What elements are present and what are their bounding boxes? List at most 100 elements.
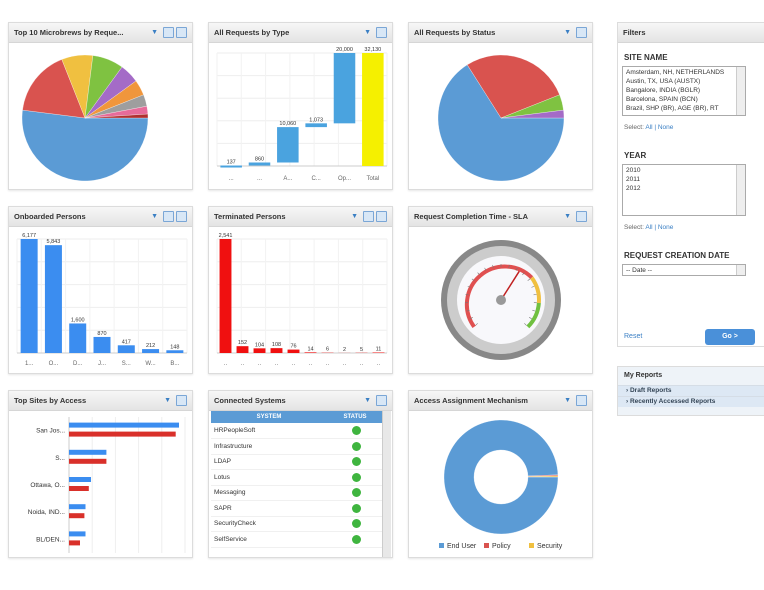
select-all-none-link[interactable]: All | None: [645, 124, 674, 131]
export-icon[interactable]: [376, 395, 387, 406]
table-row[interactable]: HRPeopleSoft: [211, 423, 383, 439]
x-tick-label: ..: [258, 361, 262, 367]
scrollbar[interactable]: [382, 411, 391, 557]
list-option[interactable]: 2012: [626, 185, 641, 192]
list-option[interactable]: 2011: [626, 176, 640, 183]
export-icon[interactable]: [576, 27, 587, 38]
chevron-down-icon[interactable]: ▼: [351, 213, 358, 220]
table-row[interactable]: SelfService: [211, 531, 383, 548]
maximize-icon[interactable]: [176, 211, 187, 222]
pie-chart: [437, 54, 565, 182]
data-label: 1,073: [309, 117, 323, 123]
status-ok-icon: [352, 457, 361, 467]
export-icon[interactable]: [363, 211, 374, 222]
chevron-down-icon[interactable]: [736, 265, 745, 275]
list-option[interactable]: Bangalore, INDIA (BGLR): [626, 87, 701, 94]
chevron-down-icon[interactable]: ▼: [564, 397, 571, 404]
year-listbox[interactable]: 2010 2011 2012: [622, 164, 746, 216]
x-tick-label: ..: [326, 361, 330, 367]
data-label: 148: [170, 344, 179, 350]
list-option[interactable]: 2010: [626, 167, 641, 174]
x-tick-label: J...: [98, 361, 106, 367]
pie-slice: [84, 113, 149, 119]
report-label: Draft Reports: [629, 387, 672, 394]
export-icon[interactable]: [576, 395, 587, 406]
table-row[interactable]: LDAP: [211, 454, 383, 470]
gauge-tick: [515, 267, 518, 271]
list-option[interactable]: Amsterdam, NH, NETHERLANDS: [626, 69, 725, 76]
reset-link[interactable]: Reset: [624, 333, 643, 340]
my-reports-panel: My Reports › Draft Reports › Recently Ac…: [617, 366, 764, 416]
maximize-icon[interactable]: [176, 27, 187, 38]
chevron-down-icon[interactable]: ▼: [364, 397, 371, 404]
table-row[interactable]: Lotus: [211, 469, 383, 486]
system-name: SAPR: [211, 500, 327, 517]
bar: [362, 53, 384, 166]
x-tick-label: ..: [292, 361, 296, 367]
table-row[interactable]: Messaging: [211, 485, 383, 501]
column-header[interactable]: STATUS: [327, 411, 383, 423]
bar: [248, 162, 271, 166]
data-label: 870: [97, 331, 106, 337]
system-name: Lotus: [211, 469, 327, 486]
list-option[interactable]: Brazil, SHP (BR), AGE (BR), RT: [626, 105, 719, 112]
site-name-listbox[interactable]: Amsterdam, NH, NETHERLANDS Austin, TX, US…: [622, 66, 746, 116]
export-icon[interactable]: [163, 27, 174, 38]
x-tick-label: ..: [360, 361, 364, 367]
data-label: 6: [326, 347, 329, 353]
status-cell: [327, 438, 383, 455]
system-name: HRPeopleSoft: [211, 423, 327, 439]
report-draft[interactable]: › Draft Reports: [618, 385, 764, 396]
pie-slice: [527, 475, 559, 478]
chevron-down-icon[interactable]: ▼: [151, 29, 158, 36]
gauge-chart: [441, 240, 561, 360]
report-label: Recently Accessed Reports: [629, 398, 716, 405]
export-icon[interactable]: [163, 211, 174, 222]
report-recent[interactable]: › Recently Accessed Reports: [618, 396, 764, 407]
legend-label: End User: [447, 543, 477, 550]
chevron-down-icon[interactable]: ▼: [564, 213, 571, 220]
systems-table: SYSTEM STATUS HRPeopleSoft Infrastructure L…: [211, 411, 383, 548]
gauge-tick: [524, 323, 527, 326]
data-label: 137: [227, 160, 236, 166]
pie-slice: [22, 59, 86, 119]
data-label: 108: [272, 342, 281, 348]
export-icon[interactable]: [576, 211, 587, 222]
panel-title: Request Completion Time - SLA: [414, 212, 529, 221]
maximize-icon[interactable]: [376, 211, 387, 222]
waterfall-chart: 137... 860... 10,060 A... 1,073 C... 20,000 Op.…: [216, 47, 388, 182]
chevron-down-icon[interactable]: ▼: [364, 29, 371, 36]
status-ok-icon: [352, 441, 361, 451]
panel-title: Access Assignment Mechanism: [414, 396, 528, 405]
chevron-down-icon[interactable]: ▼: [164, 397, 171, 404]
list-option[interactable]: Austin, TX, USA (AUSTX): [626, 78, 701, 85]
column-header[interactable]: SYSTEM: [211, 411, 327, 423]
bar: [69, 422, 179, 428]
scrollbar[interactable]: [736, 67, 745, 115]
data-label: 1,600: [71, 317, 85, 323]
export-icon[interactable]: [176, 395, 187, 406]
bar: [220, 165, 242, 168]
select-all-none-link[interactable]: All | None: [645, 224, 674, 231]
chevron-down-icon[interactable]: ▼: [151, 213, 158, 220]
site-name-label: SITE NAME: [624, 53, 668, 62]
y-tick-label: Noida, IND...: [28, 509, 65, 516]
table-row[interactable]: SAPR: [211, 500, 383, 517]
status-ok-icon: [352, 426, 361, 435]
x-tick-label: D...: [73, 361, 83, 367]
chevron-down-icon[interactable]: ▼: [564, 29, 571, 36]
table-row[interactable]: Infrastructure: [211, 438, 383, 455]
bar: [304, 352, 317, 353]
scrollbar[interactable]: [736, 165, 745, 215]
go-button[interactable]: Go >: [705, 329, 755, 345]
list-option[interactable]: Barcelona, SPAIN (BCN): [626, 96, 698, 103]
gauge-tick: [470, 316, 474, 320]
export-icon[interactable]: [376, 27, 387, 38]
table-row[interactable]: SecurityCheck: [211, 516, 383, 532]
status-cell: [327, 516, 383, 532]
bar: [117, 345, 135, 353]
data-label: 10,060: [279, 121, 296, 127]
select-label: Select:: [624, 124, 644, 131]
date-dropdown[interactable]: -- Date --: [622, 264, 746, 276]
legend-label: Security: [537, 543, 563, 550]
